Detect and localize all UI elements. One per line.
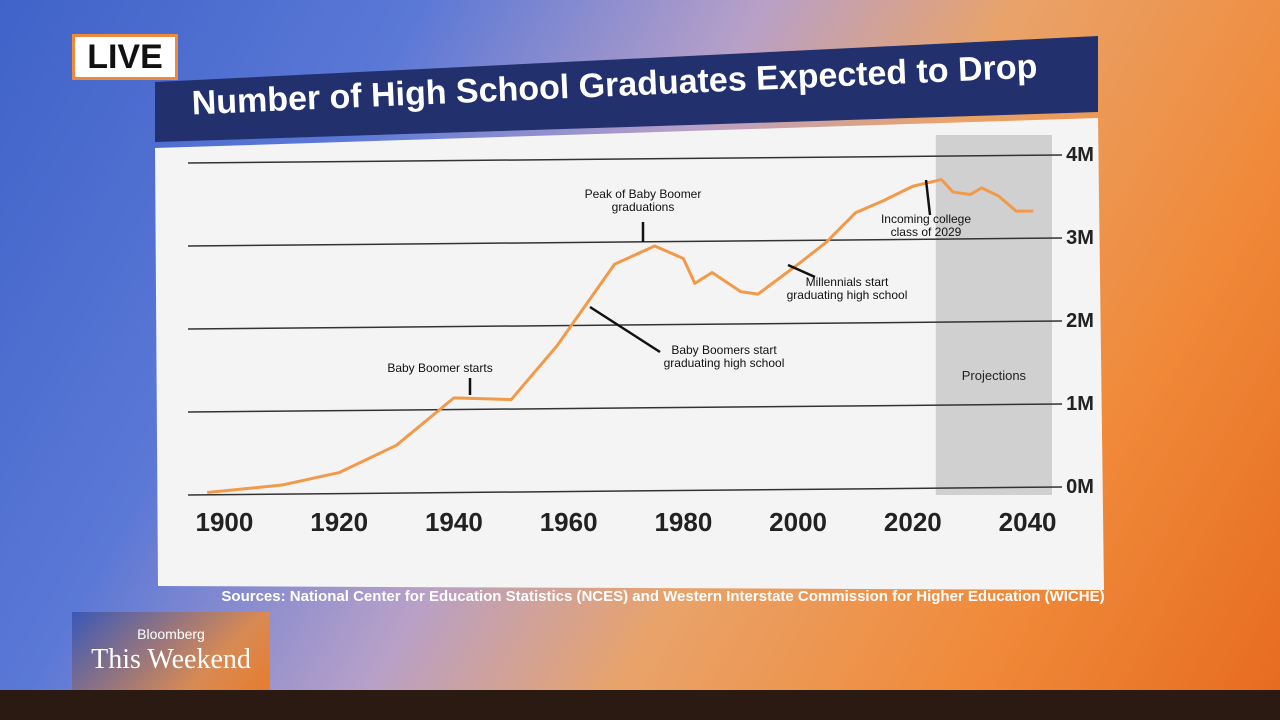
annotation: class of 2029	[891, 225, 962, 239]
x-tick-label: 1960	[540, 507, 598, 537]
x-tick-label: 2020	[884, 507, 942, 537]
brand: Bloomberg	[137, 626, 205, 642]
live-badge: LIVE	[72, 34, 178, 80]
source-note: Sources: National Center for Education S…	[221, 588, 1104, 605]
chart-panel	[155, 118, 1104, 590]
annotation: Baby Boomer starts	[387, 361, 492, 375]
grid-line	[187, 403, 1063, 413]
annotation-leader	[787, 263, 816, 279]
projection-label: Projections	[962, 368, 1027, 383]
y-tick-label: 4M	[1066, 144, 1094, 166]
annotation: Peak of Baby Boomer	[585, 187, 702, 201]
x-tick-label: 1900	[195, 507, 253, 537]
title-banner	[155, 36, 1098, 142]
x-tick-label: 2000	[769, 507, 827, 537]
annotation: Baby Boomers start	[671, 343, 777, 357]
show-logo: Bloomberg This Weekend	[72, 612, 270, 690]
annotation: graduations	[612, 200, 675, 214]
annotation-leader	[924, 179, 932, 216]
grid-line	[187, 154, 1063, 164]
annotation-leader	[589, 305, 661, 354]
data-line	[207, 178, 1034, 495]
annotation: Incoming college	[881, 212, 971, 226]
grid-line	[187, 486, 1063, 496]
x-tick-label: 1920	[310, 507, 368, 537]
annotation: graduating high school	[787, 288, 908, 302]
x-tick-label: 1980	[654, 507, 712, 537]
show-name: This Weekend	[91, 644, 251, 675]
annotation: graduating high school	[664, 356, 785, 370]
grid-line	[187, 237, 1063, 247]
annotation: Millennials start	[806, 275, 889, 289]
y-tick-label: 3M	[1066, 227, 1094, 249]
projection-region	[935, 135, 1052, 495]
y-tick-label: 1M	[1066, 393, 1094, 415]
x-tick-label: 2040	[999, 507, 1057, 537]
y-tick-label: 2M	[1066, 310, 1094, 332]
floor	[0, 690, 1280, 720]
grid-line	[187, 320, 1063, 330]
y-tick-label: 0M	[1066, 476, 1094, 498]
x-tick-label: 1940	[425, 507, 483, 537]
